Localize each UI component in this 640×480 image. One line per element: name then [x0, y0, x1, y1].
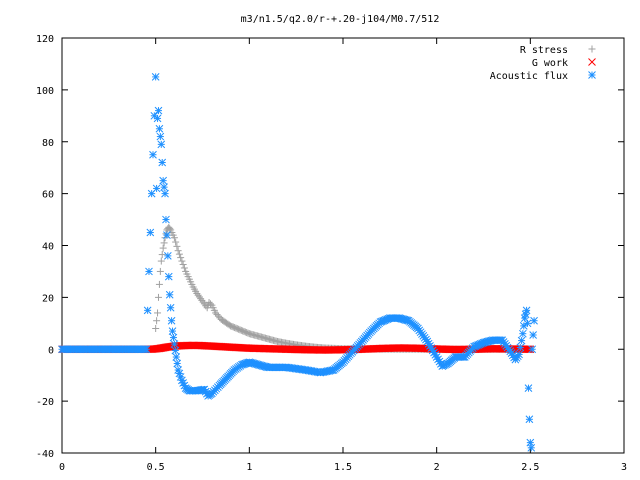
data-point — [142, 345, 151, 354]
data-point — [163, 252, 172, 260]
data-point — [155, 124, 164, 133]
data-point — [515, 350, 523, 359]
y-tick-label: 0 — [48, 345, 54, 356]
data-point — [156, 132, 165, 141]
y-tick-label: -40 — [36, 449, 54, 460]
data-point — [168, 327, 177, 335]
data-point — [173, 242, 181, 250]
data-point — [179, 261, 187, 269]
data-point — [527, 443, 536, 452]
legend-label: G work — [532, 58, 568, 69]
data-point — [151, 73, 160, 81]
x-tick-label: 2.5 — [521, 462, 539, 473]
data-point — [154, 309, 162, 317]
data-point — [174, 247, 182, 255]
data-point — [160, 239, 168, 247]
data-point — [160, 183, 168, 191]
data-point — [523, 319, 532, 328]
data-point — [522, 306, 531, 315]
y-tick-label: 80 — [42, 138, 54, 149]
data-point — [156, 267, 164, 275]
data-point — [167, 316, 176, 325]
data-point — [172, 238, 180, 246]
legend-label: R stress — [520, 45, 568, 56]
x-tick-label: 0.5 — [147, 462, 165, 473]
data-point — [177, 254, 185, 262]
y-tick-label: 20 — [42, 293, 54, 304]
data-point — [145, 267, 153, 276]
y-tick-label: 40 — [42, 242, 54, 253]
y-tick-label: 120 — [36, 34, 54, 45]
data-point — [170, 234, 178, 242]
data-point — [524, 384, 533, 393]
data-point — [530, 316, 538, 325]
data-point — [155, 280, 163, 288]
data-point — [166, 225, 174, 233]
data-point — [152, 184, 161, 193]
data-point — [516, 343, 525, 352]
x-tick-label: 2 — [434, 462, 440, 473]
series-acoustic-flux — [58, 73, 538, 452]
data-point — [143, 306, 152, 315]
data-point — [529, 331, 537, 339]
data-point — [178, 257, 186, 265]
data-point — [171, 346, 180, 355]
data-point — [158, 251, 166, 259]
data-point — [169, 333, 178, 342]
legend: R stress G work Acoustic flux — [490, 45, 596, 82]
data-point — [146, 228, 155, 237]
data-point — [159, 244, 167, 252]
data-point — [166, 303, 175, 312]
legend-label: Acoustic flux — [490, 71, 568, 82]
y-tick-label: -20 — [36, 397, 54, 408]
data-point — [157, 140, 166, 149]
data-point — [164, 272, 173, 281]
data-point — [165, 290, 174, 299]
data-point — [162, 215, 170, 224]
x-tick-label: 1 — [246, 462, 252, 473]
data-point — [158, 158, 167, 167]
x-tick-label: 1.5 — [334, 462, 352, 473]
data-point — [199, 298, 207, 306]
data-point — [175, 250, 183, 258]
legend-marker — [588, 45, 596, 53]
data-point — [206, 300, 214, 308]
data-point — [157, 257, 165, 265]
data-point — [149, 150, 157, 159]
data-point — [528, 345, 537, 354]
legend-marker — [588, 71, 596, 79]
legend-marker — [588, 58, 596, 66]
data-point — [172, 353, 181, 361]
data-point — [152, 325, 160, 332]
data-point — [518, 329, 527, 338]
data-point — [159, 176, 168, 185]
y-tick-label: 60 — [42, 190, 54, 201]
data-point — [170, 340, 179, 348]
x-tick-label: 3 — [621, 462, 627, 473]
chart-title: m3/n1.5/q2.0/r-+.20-j104/M0.7/512 — [241, 14, 440, 25]
data-point — [153, 114, 162, 123]
data-point — [173, 359, 182, 368]
data-point — [153, 317, 161, 325]
data-point — [517, 336, 526, 345]
data-point — [154, 293, 162, 301]
x-tick-label: 0 — [59, 462, 65, 473]
y-tick-label: 100 — [36, 86, 54, 97]
data-point — [154, 106, 163, 115]
data-point — [163, 231, 171, 239]
axis-ticks: 0 0.5 1 1.5 2 2.5 3 -40 -20 0 20 40 60 80 100 120 — [36, 34, 627, 473]
data-point — [161, 189, 169, 198]
data-point — [525, 415, 534, 424]
data-point — [180, 264, 188, 272]
series-layer — [58, 73, 538, 452]
